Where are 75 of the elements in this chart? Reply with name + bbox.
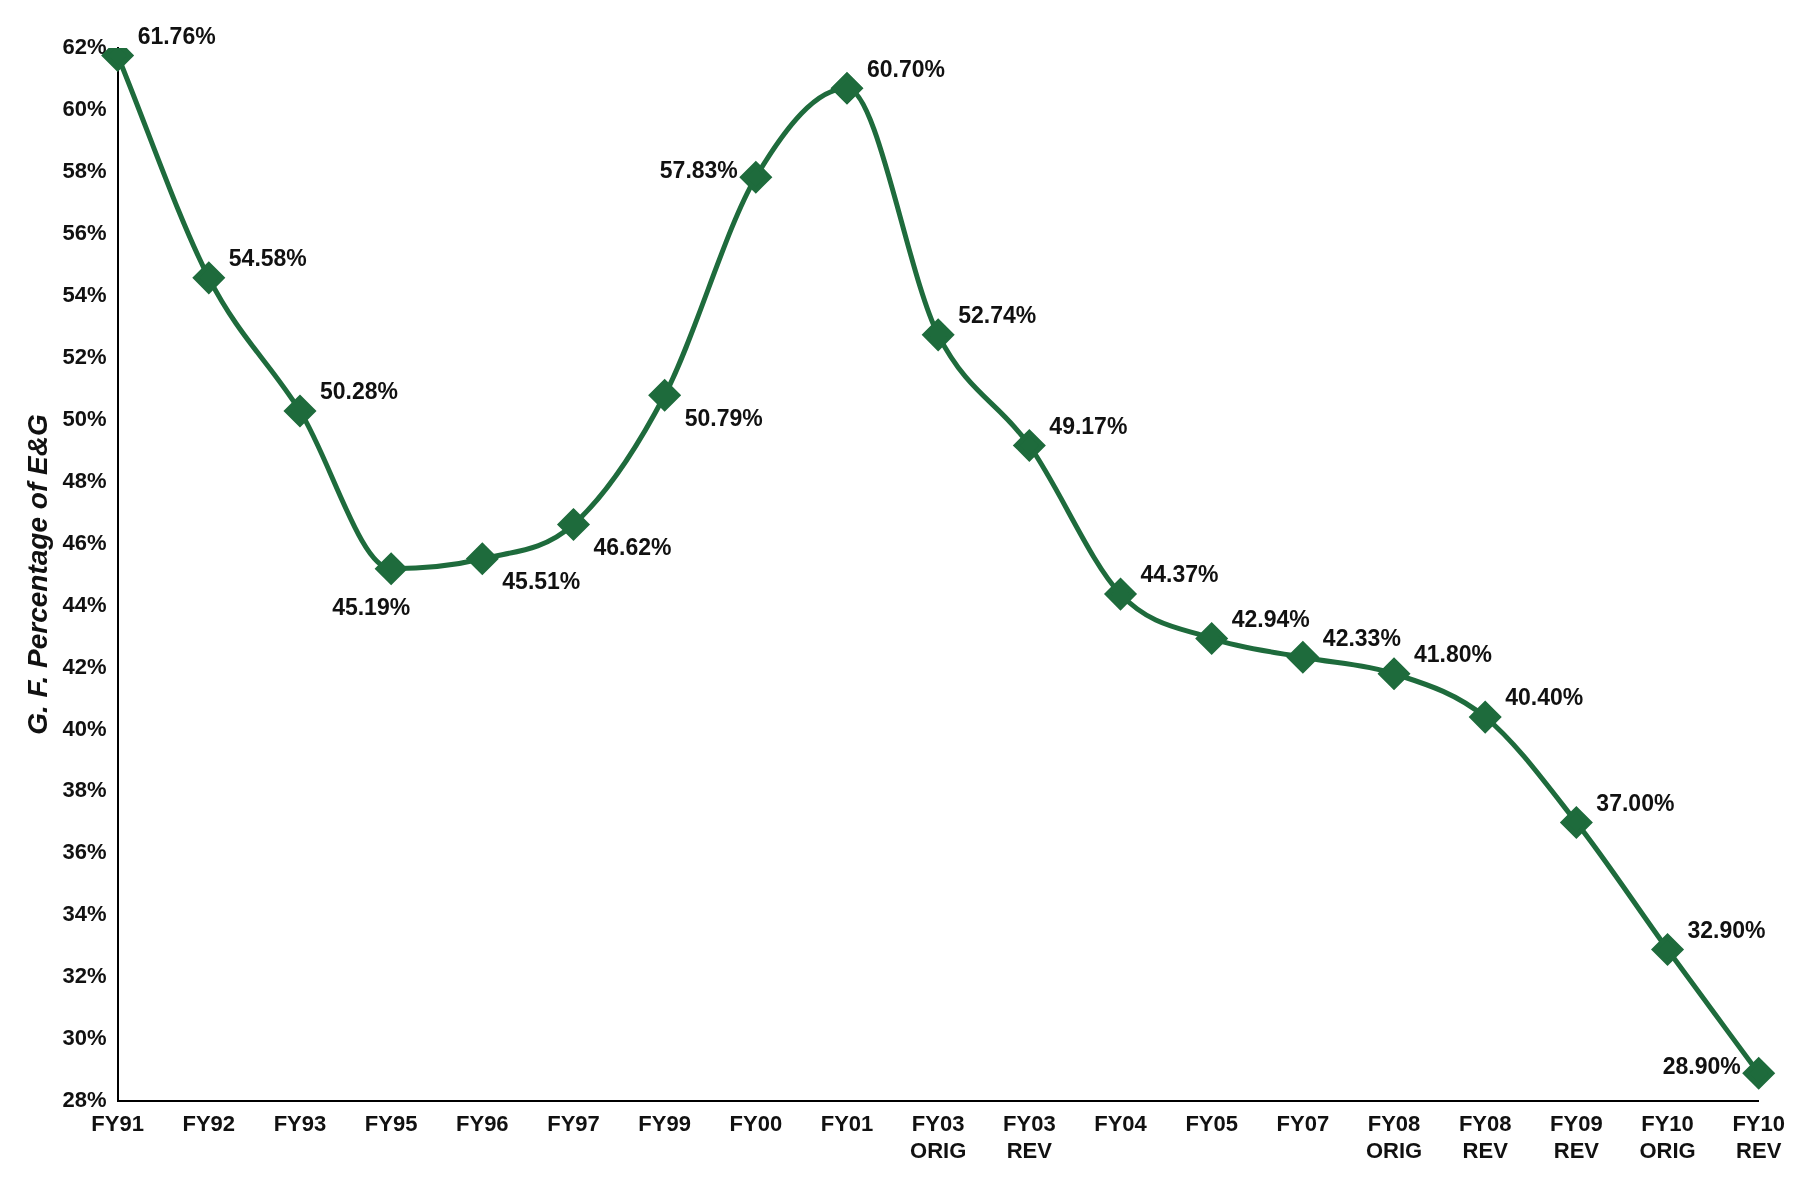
x-tick-label: FY00: [729, 1111, 783, 1137]
point: [922, 319, 954, 351]
data-label: 45.19%: [332, 594, 411, 621]
point: [1013, 429, 1045, 461]
data-label: 42.33%: [1322, 624, 1401, 651]
point: [1378, 658, 1410, 690]
point: [1560, 806, 1592, 838]
data-label: 32.90%: [1687, 916, 1766, 943]
x-tick-label: FY03 ORIG: [910, 1111, 967, 1163]
y-tick-label: 32%: [62, 963, 107, 989]
y-tick-label: 40%: [62, 715, 107, 741]
point: [1743, 1057, 1775, 1089]
data-label: 49.17%: [1049, 412, 1128, 439]
x-tick-label: FY09 REV: [1550, 1111, 1603, 1163]
data-label: 61.76%: [137, 22, 216, 49]
point: [649, 379, 681, 411]
x-tick-label: FY97: [547, 1111, 600, 1137]
y-tick-label: 42%: [62, 653, 107, 679]
data-label: 37.00%: [1596, 789, 1675, 816]
point: [466, 543, 498, 575]
x-tick-label: FY92: [182, 1111, 236, 1137]
point: [740, 161, 772, 193]
data-label: 40.40%: [1505, 684, 1584, 711]
y-tick-label: 54%: [62, 281, 107, 307]
data-label: 46.62%: [593, 533, 672, 560]
y-axis-title: G. F. Percentage of E&G: [21, 414, 53, 735]
data-label: 50.28%: [319, 378, 398, 405]
point: [1105, 578, 1137, 610]
y-tick-label: 50%: [62, 405, 107, 431]
y-tick-label: 28%: [62, 1087, 107, 1113]
y-tick-label: 38%: [62, 777, 107, 803]
y-tick-label: 34%: [62, 901, 107, 927]
x-tick-label: FY08 REV: [1458, 1111, 1512, 1163]
data-label: 41.80%: [1414, 641, 1493, 668]
y-tick-label: 58%: [62, 157, 107, 183]
x-tick-label: FY07: [1276, 1111, 1330, 1137]
data-label: 42.94%: [1231, 605, 1310, 632]
y-tick-label: 30%: [62, 1025, 107, 1051]
x-tick-label: FY99: [638, 1111, 691, 1137]
point: [375, 553, 407, 585]
point: [557, 508, 589, 540]
x-tick-label: FY03 REV: [1003, 1111, 1056, 1163]
x-tick-label: FY93: [273, 1111, 327, 1137]
x-tick-label: FY10 REV: [1732, 1111, 1786, 1163]
x-tick-label: FY91: [91, 1111, 144, 1137]
data-label: 45.51%: [502, 568, 581, 595]
x-tick-label: FY05: [1185, 1111, 1238, 1137]
x-tick-label: FY96: [456, 1111, 509, 1137]
y-tick-label: 44%: [62, 591, 107, 617]
data-label: 50.79%: [684, 404, 763, 431]
point: [284, 395, 316, 427]
y-tick-label: 48%: [62, 467, 107, 493]
point: [193, 262, 225, 294]
data-label: 52.74%: [958, 302, 1037, 329]
y-tick-label: 56%: [62, 219, 107, 245]
data-label: 28.90%: [1662, 1052, 1741, 1079]
data-label: 57.83%: [659, 156, 738, 183]
y-tick-label: 62%: [62, 34, 107, 60]
data-label: 44.37%: [1140, 561, 1219, 588]
y-tick-label: 52%: [62, 343, 107, 369]
data-label: 54.58%: [228, 245, 307, 272]
x-tick-label: FY04: [1094, 1111, 1148, 1137]
point: [1196, 622, 1228, 654]
x-tick-label: FY95: [364, 1111, 418, 1137]
point: [1652, 933, 1684, 965]
x-tick-label: FY01: [820, 1111, 874, 1137]
point: [1469, 701, 1501, 733]
x-tick-label: FY08 ORIG: [1365, 1111, 1423, 1163]
point: [831, 72, 863, 104]
point: [1287, 641, 1319, 673]
data-label: 60.70%: [867, 55, 946, 82]
y-tick-label: 60%: [62, 96, 107, 122]
y-tick-label: 36%: [62, 839, 107, 865]
x-tick-label: FY10 ORIG: [1639, 1111, 1696, 1163]
y-tick-label: 46%: [62, 529, 107, 555]
